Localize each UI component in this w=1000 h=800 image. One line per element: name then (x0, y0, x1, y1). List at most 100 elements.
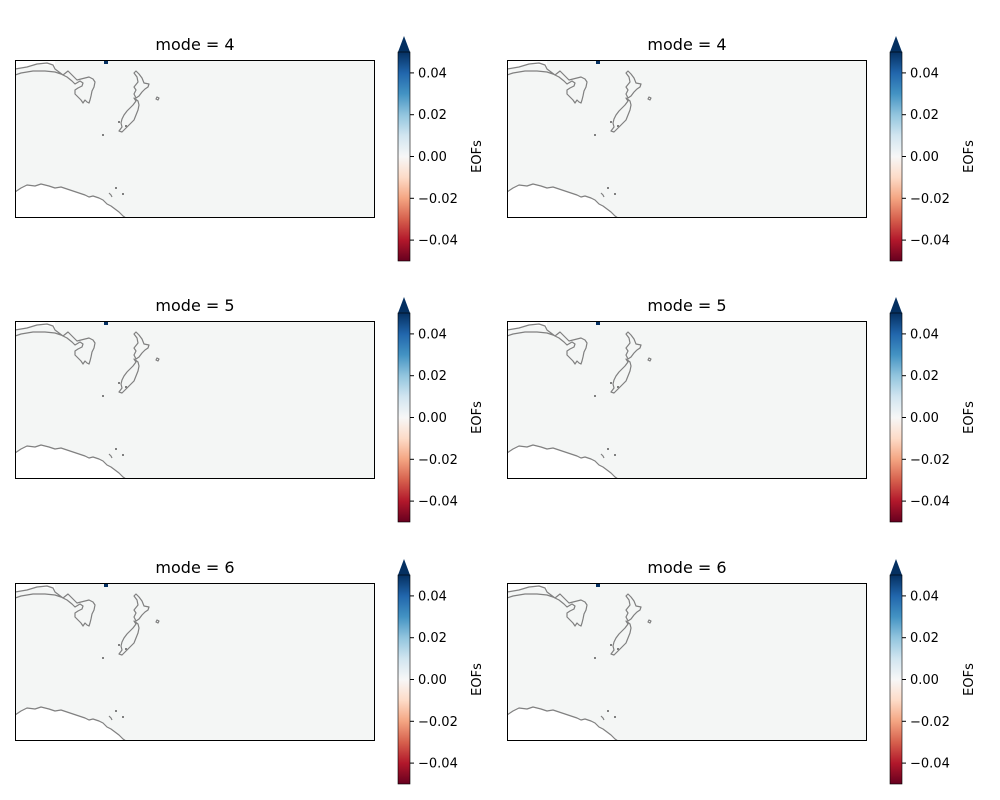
island (610, 121, 612, 123)
eof-max-cell (596, 60, 600, 64)
coastline (15, 706, 127, 741)
coastline (15, 323, 96, 365)
map-frame (507, 60, 867, 218)
colorbar-gradient (398, 52, 410, 261)
coastline (108, 192, 113, 198)
island (102, 657, 104, 659)
map-area (15, 321, 375, 479)
island (122, 454, 124, 456)
colorbar: 0.04 0.02 0.00 −0.02 −0.04 EOFs (889, 36, 977, 262)
colorbar-tick-label: 0.00 (910, 411, 939, 426)
panel-title: mode = 5 (155, 296, 234, 315)
colorbar-tick-label: 0.02 (418, 108, 447, 123)
eof-panel: mode = 4 0.04 0.02 0.00 −0.02 −0.04 EOFs (507, 35, 977, 262)
land-mask (15, 445, 126, 479)
coastline (507, 183, 619, 218)
map-frame (507, 583, 867, 741)
colorbar: 0.04 0.02 0.00 −0.02 −0.04 EOFs (889, 559, 977, 785)
island (102, 395, 104, 397)
colorbar-tick-label: 0.00 (418, 150, 447, 165)
island (115, 187, 117, 189)
colorbar: 0.04 0.02 0.00 −0.02 −0.04 EOFs (889, 297, 977, 523)
coastline (647, 357, 652, 362)
island (614, 193, 616, 195)
coastline (610, 620, 632, 656)
colorbar-gradient (890, 52, 902, 261)
colorbar-tick-label: −0.04 (910, 234, 950, 249)
eof-max-cell (596, 583, 600, 587)
colorbar-tick-label: 0.04 (910, 327, 939, 342)
colorbar-label: EOFs (962, 663, 977, 696)
colorbar-tick-label: 0.02 (910, 108, 939, 123)
colorbar-extend-arrow (398, 559, 410, 575)
colorbar-tick-label: −0.04 (910, 757, 950, 772)
land-mask (507, 184, 618, 218)
colorbar-tick-label: 0.04 (418, 66, 447, 81)
island (118, 644, 120, 646)
map-frame (15, 60, 375, 218)
colorbar-tick-label: −0.04 (418, 757, 458, 772)
land-mask (507, 707, 618, 741)
coastline (507, 585, 588, 627)
island (610, 382, 612, 384)
colorbar-tick-label: 0.02 (910, 369, 939, 384)
eof-max-cell (596, 321, 600, 325)
coastline (155, 96, 160, 101)
island (607, 187, 609, 189)
island (125, 386, 127, 388)
island (102, 134, 104, 136)
coastline (610, 97, 632, 133)
island (118, 121, 120, 123)
coastline (118, 97, 140, 133)
island (617, 386, 619, 388)
coastline (15, 183, 127, 218)
map-frame (15, 321, 375, 479)
island (115, 710, 117, 712)
coastline (133, 70, 150, 99)
colorbar-tick-label: −0.04 (418, 495, 458, 510)
colorbar-gradient (890, 575, 902, 784)
colorbar-extend-arrow (890, 559, 902, 575)
colorbar-label: EOFs (962, 401, 977, 434)
coastline (625, 331, 642, 360)
eof-panel: mode = 6 0.04 0.02 0.00 −0.02 −0.04 EOFs (507, 558, 977, 785)
land-mask (15, 184, 126, 218)
panel-title: mode = 5 (647, 296, 726, 315)
island (125, 648, 127, 650)
coastline (610, 358, 632, 394)
map-area (507, 60, 867, 218)
island (594, 395, 596, 397)
colorbar: 0.04 0.02 0.00 −0.02 −0.04 EOFs (397, 297, 485, 523)
colorbar-tick-label: −0.02 (910, 453, 950, 468)
panel-title: mode = 6 (155, 558, 234, 577)
coastline (647, 619, 652, 624)
coastline (118, 358, 140, 394)
land-mask (15, 707, 126, 741)
coastline (118, 620, 140, 656)
colorbar-tick-label: −0.02 (418, 453, 458, 468)
island (594, 134, 596, 136)
island (614, 716, 616, 718)
land-mask (507, 445, 618, 479)
panel-title: mode = 4 (647, 35, 726, 54)
colorbar-label: EOFs (470, 401, 485, 434)
colorbar-tick-label: 0.02 (910, 631, 939, 646)
colorbar-extend-arrow (890, 297, 902, 313)
coastline (15, 62, 96, 104)
island (607, 710, 609, 712)
coastline (507, 323, 588, 365)
colorbar-gradient (398, 313, 410, 522)
colorbar-tick-label: 0.04 (910, 589, 939, 604)
eof-max-cell (104, 60, 108, 64)
colorbar-tick-label: 0.04 (418, 589, 447, 604)
colorbar-extend-arrow (398, 297, 410, 313)
colorbar-tick-label: 0.02 (418, 631, 447, 646)
coastline (108, 453, 113, 459)
island (125, 125, 127, 127)
colorbar-extend-arrow (398, 36, 410, 52)
island (607, 448, 609, 450)
colorbar-tick-label: −0.02 (910, 192, 950, 207)
coastline (600, 715, 605, 721)
colorbar-extend-arrow (890, 36, 902, 52)
